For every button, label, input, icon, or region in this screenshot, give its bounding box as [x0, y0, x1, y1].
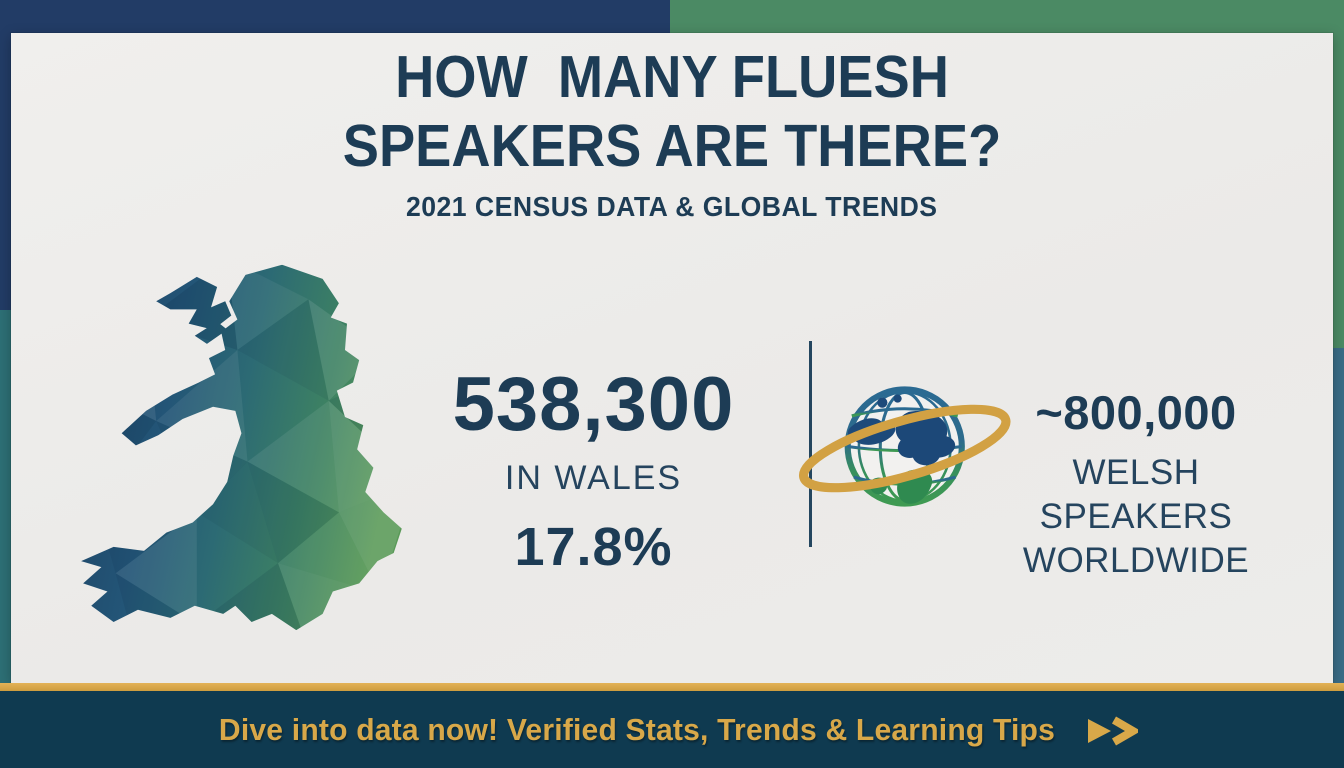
footer-cta-text: Dive into data now! Verified Stats, Tren…: [218, 711, 1056, 747]
page-subtitle: 2021 CENSUS DATA & GLOBAL TRENDS: [406, 191, 938, 222]
worldwide-stat-block: ~800,000 WELSH SPEAKERS WORLDWIDE: [986, 33, 1286, 683]
wales-speakers-value: 538,300: [452, 362, 735, 447]
title-line-2: SPEAKERS ARE THERE?: [342, 113, 1002, 179]
wales-map-icon: [75, 258, 415, 650]
infographic-card: HOW MANY FLUESH SPEAKERS ARE THERE? 2021…: [11, 33, 1333, 683]
wales-speakers-percent: 17.8%: [514, 517, 673, 577]
worldwide-label-line-1: WELSH SPEAKERS: [1039, 453, 1233, 536]
wales-speakers-label: IN WALES: [504, 459, 683, 497]
double-right-arrow-icon: [1087, 716, 1138, 745]
worldwide-speakers-value: ~800,000: [1035, 386, 1237, 439]
page-title: HOW MANY FLUESH SPEAKERS ARE THERE?: [11, 43, 1333, 181]
stat-divider: [809, 341, 812, 547]
globe-svg: [798, 386, 1011, 507]
gold-divider-strip: [0, 683, 1344, 691]
wales-stat-block: 538,300 IN WALES 17.8%: [426, 33, 761, 683]
worldwide-speakers-label: WELSH SPEAKERS WORLDWIDE: [986, 451, 1286, 583]
footer-cta-bar[interactable]: Dive into data now! Verified Stats, Tren…: [0, 691, 1344, 768]
worldwide-label-line-2: WORLDWIDE: [1022, 541, 1250, 580]
title-line-1: HOW MANY FLUESH: [395, 44, 949, 110]
globe-orbit-icon: [798, 368, 1025, 528]
wales-map-svg: [81, 264, 402, 631]
